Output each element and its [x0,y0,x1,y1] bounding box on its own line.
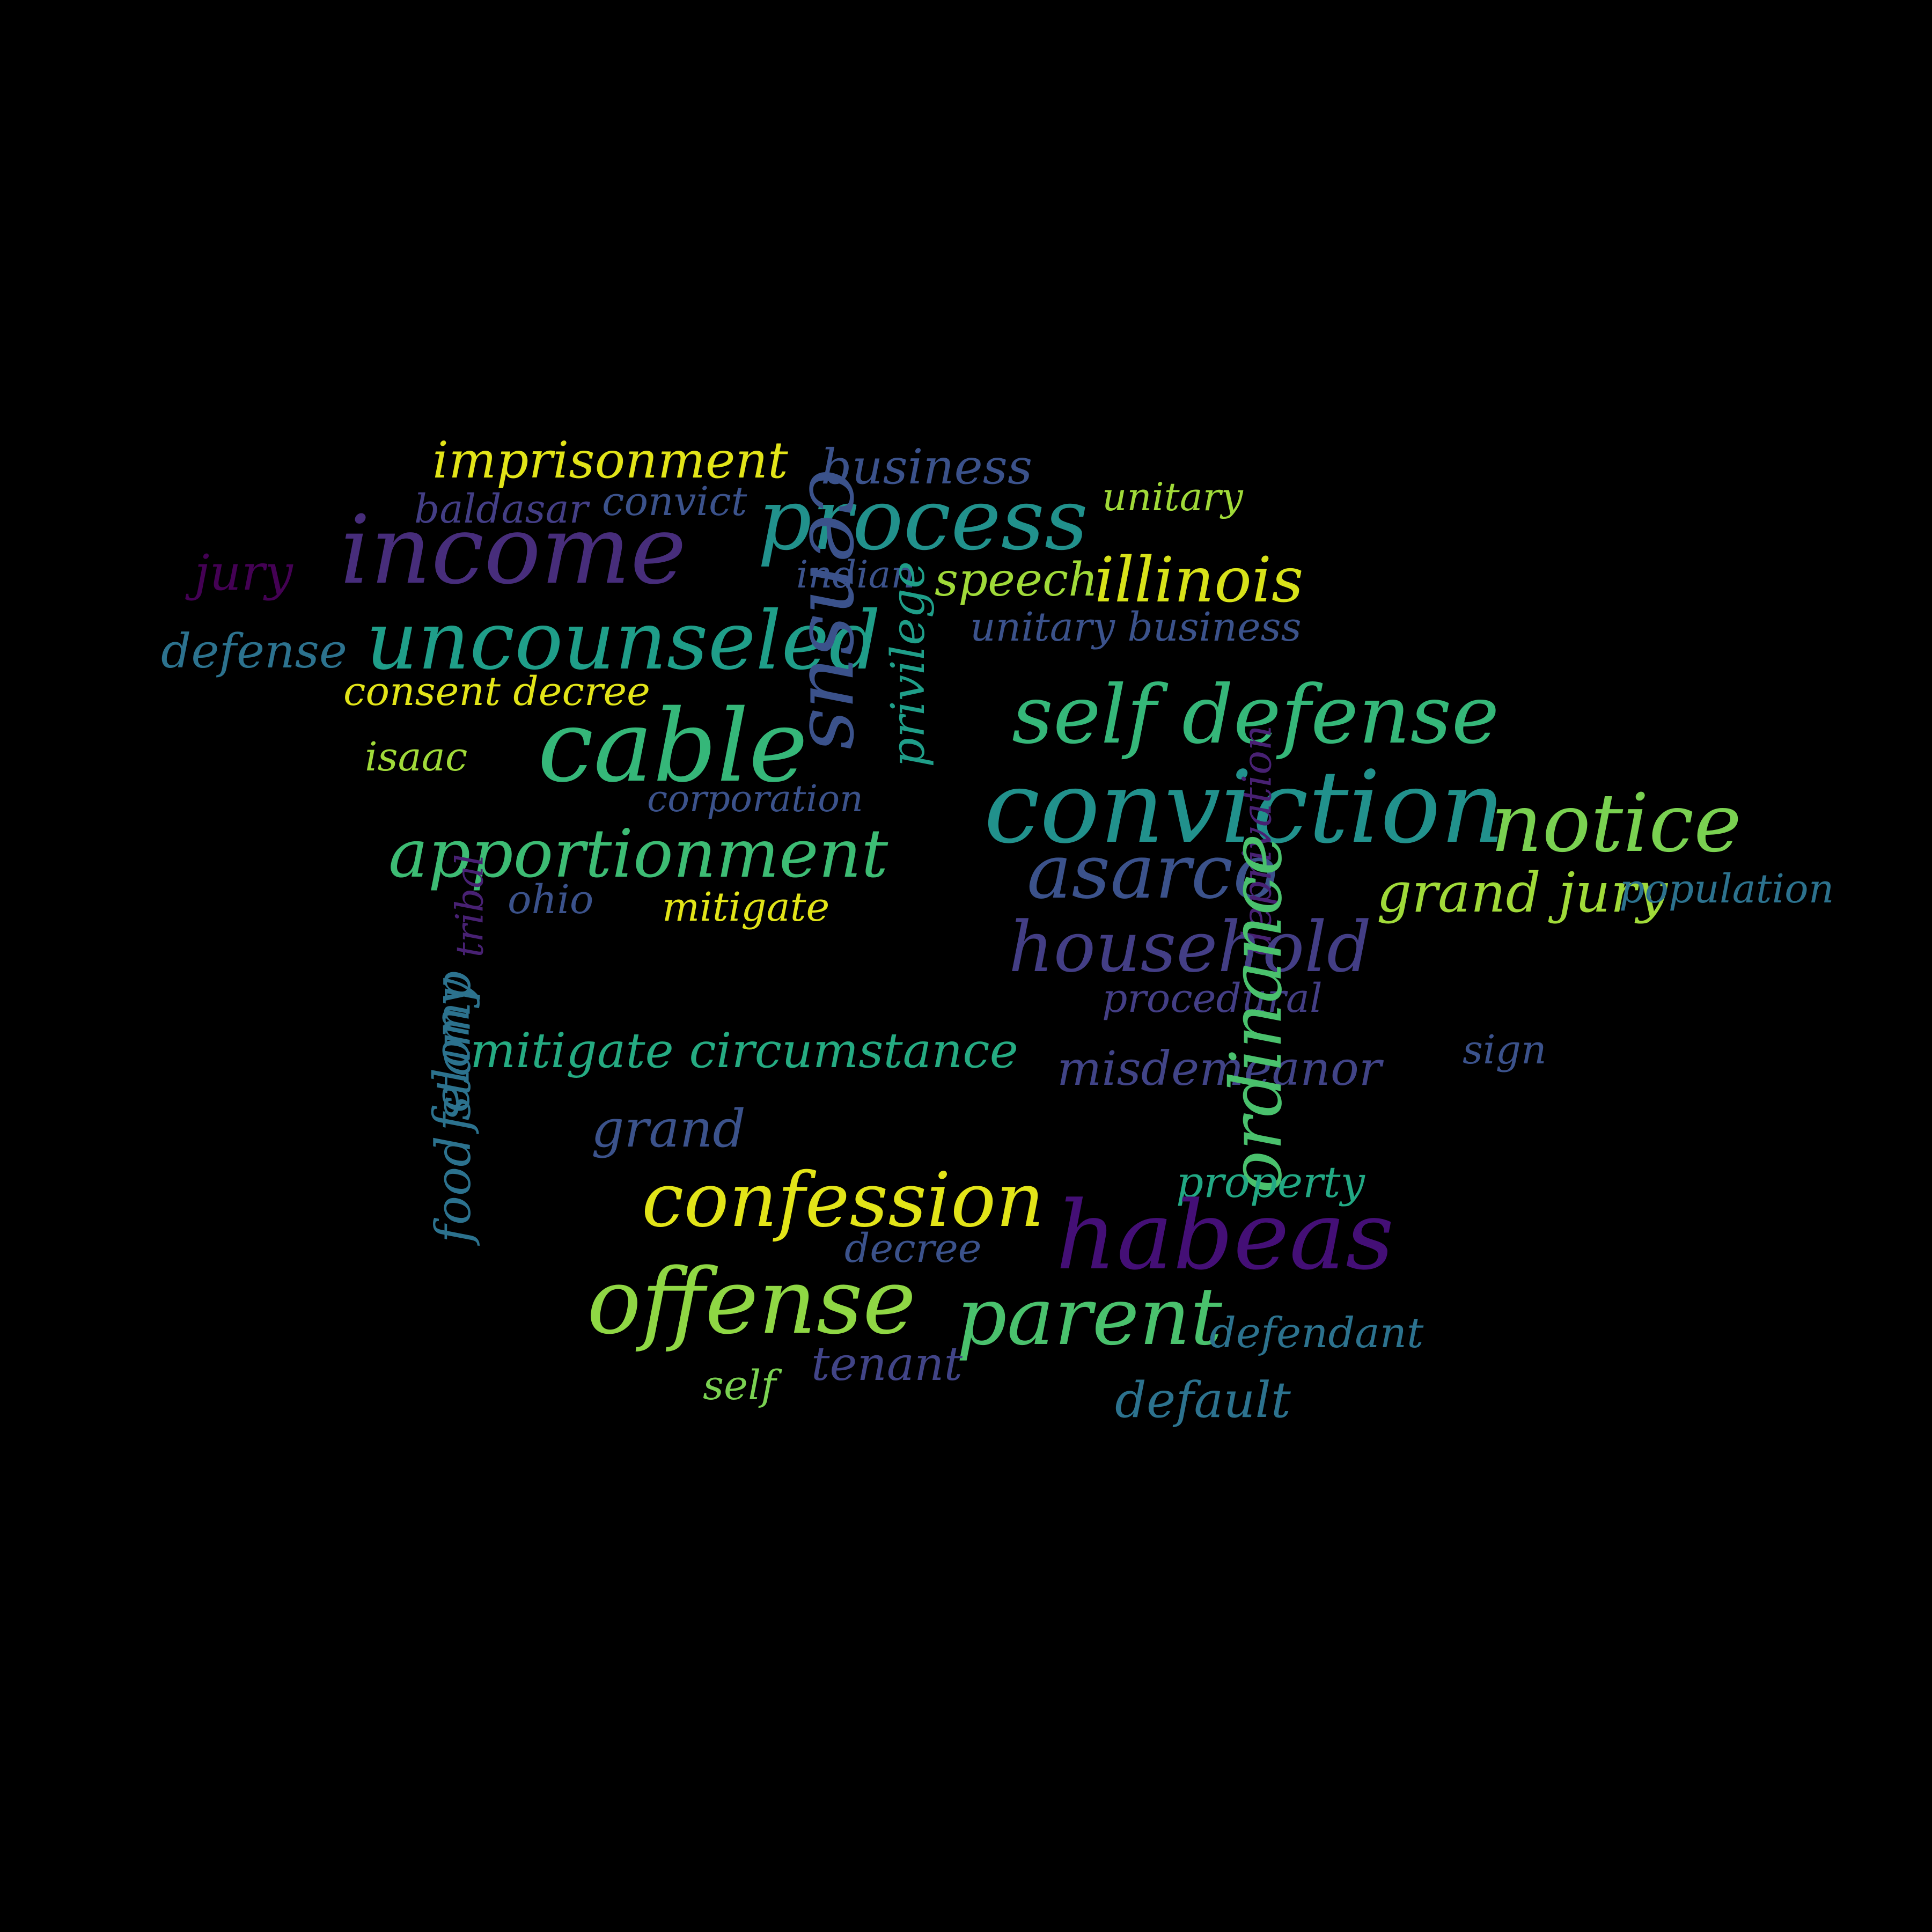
word-income: income [340,495,687,605]
word-apportionment: apportionment [388,816,888,893]
word-notice: notice [1490,777,1742,870]
word-default: default [1115,1371,1291,1429]
word-population: population [1619,866,1834,912]
word-conviction: conviction [984,749,1505,865]
word-habeas: habeas [1056,1181,1394,1291]
word-confession: confession [642,1157,1045,1244]
word-mitigate-circumstance: mitigate circumstance [470,1023,1018,1079]
word-corporation: corporation [647,778,863,820]
word-parent: parent [956,1270,1223,1363]
word-unitary-business: unitary business [970,604,1302,650]
word-ohio: ohio [508,877,594,923]
word-unitary: unitary [1102,474,1243,519]
word-convict: convict [602,479,747,525]
word-grand-jury: grand jury [1377,861,1667,925]
word-illinois: illinois [1094,544,1304,616]
word-consent-decree: consent decree [343,669,650,715]
word-misdemeanor: misdemeanor [1057,1041,1382,1096]
word-self-defense: self defense [1012,669,1500,762]
word-census: census [790,468,886,751]
word-food-stamp: food stamp [424,971,481,1243]
word-asarco: asarco [1027,828,1279,916]
word-cable: cable [538,688,808,804]
word-decree: decree [844,1225,982,1272]
word-privilege: privilege [881,561,936,768]
word-household: household [1009,906,1372,988]
word-indian: indian [796,553,915,597]
word-property: property [1176,1157,1365,1207]
word-process: process [758,471,1088,569]
word-baldasar: baldasar [414,486,589,532]
word-grand: grand [591,1099,746,1159]
word-speech: speech [935,553,1098,607]
word-jury: jury [194,544,293,601]
word-business: business [821,439,1033,495]
word-tribal: tribal [447,854,491,957]
word-sign: sign [1463,1027,1547,1073]
word-offense: offense [587,1249,916,1354]
word-imprisonment: imprisonment [432,431,788,490]
word-uncounseled: uncounseled [366,594,881,688]
word-defendant: defendant [1209,1309,1424,1357]
word-isaac: isaac [365,734,468,780]
word-defense: defense [161,623,347,679]
word-ordinance: ordinance [1215,833,1298,1194]
word-self: self [703,1361,776,1409]
word-mitigate: mitigate [662,884,830,930]
word-tenant: tenant [811,1338,963,1391]
word-procedural: procedural [1102,975,1323,1022]
